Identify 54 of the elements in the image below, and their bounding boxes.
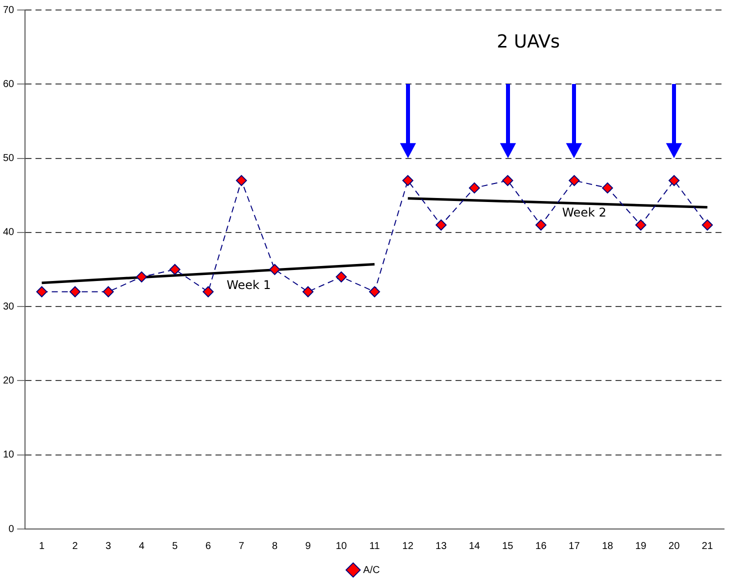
- point: [269, 264, 280, 275]
- x-tick-label: 16: [535, 540, 547, 552]
- annotation: Week 1: [226, 278, 271, 292]
- x-tick-label: 2: [72, 540, 78, 552]
- x-tick-label: 3: [106, 540, 112, 552]
- annotation: 2 UAVs: [496, 31, 560, 52]
- legend-label: A/C: [363, 564, 380, 576]
- point: [468, 182, 480, 194]
- point: [36, 286, 48, 298]
- point: [502, 175, 514, 186]
- y-tick-label: 0: [8, 524, 15, 535]
- x-tick-label: 10: [336, 540, 348, 552]
- point: [136, 271, 148, 282]
- x-tick-label: 1: [38, 540, 45, 552]
- x-tick-label: 17: [568, 540, 580, 552]
- x-tick-label: 14: [468, 540, 480, 552]
- x-tick-label: 20: [668, 540, 680, 552]
- point: [336, 271, 347, 282]
- point: [369, 286, 380, 298]
- x-tick-label: 5: [172, 540, 178, 552]
- y-tick-label: 60: [3, 78, 15, 90]
- x-tick-label: 18: [602, 540, 614, 552]
- point: [102, 286, 114, 298]
- point: [402, 175, 414, 186]
- point: [436, 220, 447, 231]
- x-tick-label: 4: [138, 540, 145, 552]
- point: [635, 220, 646, 231]
- point: [535, 220, 546, 231]
- point: [602, 182, 614, 194]
- point: [169, 264, 180, 275]
- point: [568, 175, 580, 186]
- x-tick-label: 12: [402, 540, 414, 552]
- x-tick-label: 19: [635, 540, 647, 552]
- annotation: Week 2: [562, 206, 606, 220]
- y-tick-label: 20: [3, 375, 15, 386]
- x-tick-label: 21: [702, 540, 714, 552]
- point: [668, 175, 680, 186]
- x-tick-label: 15: [502, 540, 514, 552]
- y-tick-label: 10: [3, 450, 15, 461]
- x-tick-label: 7: [238, 540, 245, 552]
- y-tick-label: 70: [3, 4, 15, 16]
- x-tick-label: 9: [305, 540, 312, 552]
- y-tick-label: 40: [3, 227, 15, 238]
- x-tick-label: 8: [272, 540, 278, 552]
- point: [236, 175, 247, 186]
- point: [302, 286, 314, 298]
- x-tick-label: 11: [369, 540, 380, 552]
- point: [202, 286, 214, 298]
- x-tick-label: 13: [436, 540, 448, 552]
- x-tick-label: 6: [205, 540, 212, 552]
- y-tick-label: 30: [3, 301, 15, 312]
- point: [702, 220, 713, 231]
- point: [70, 286, 81, 298]
- y-tick-label: 50: [3, 153, 15, 164]
